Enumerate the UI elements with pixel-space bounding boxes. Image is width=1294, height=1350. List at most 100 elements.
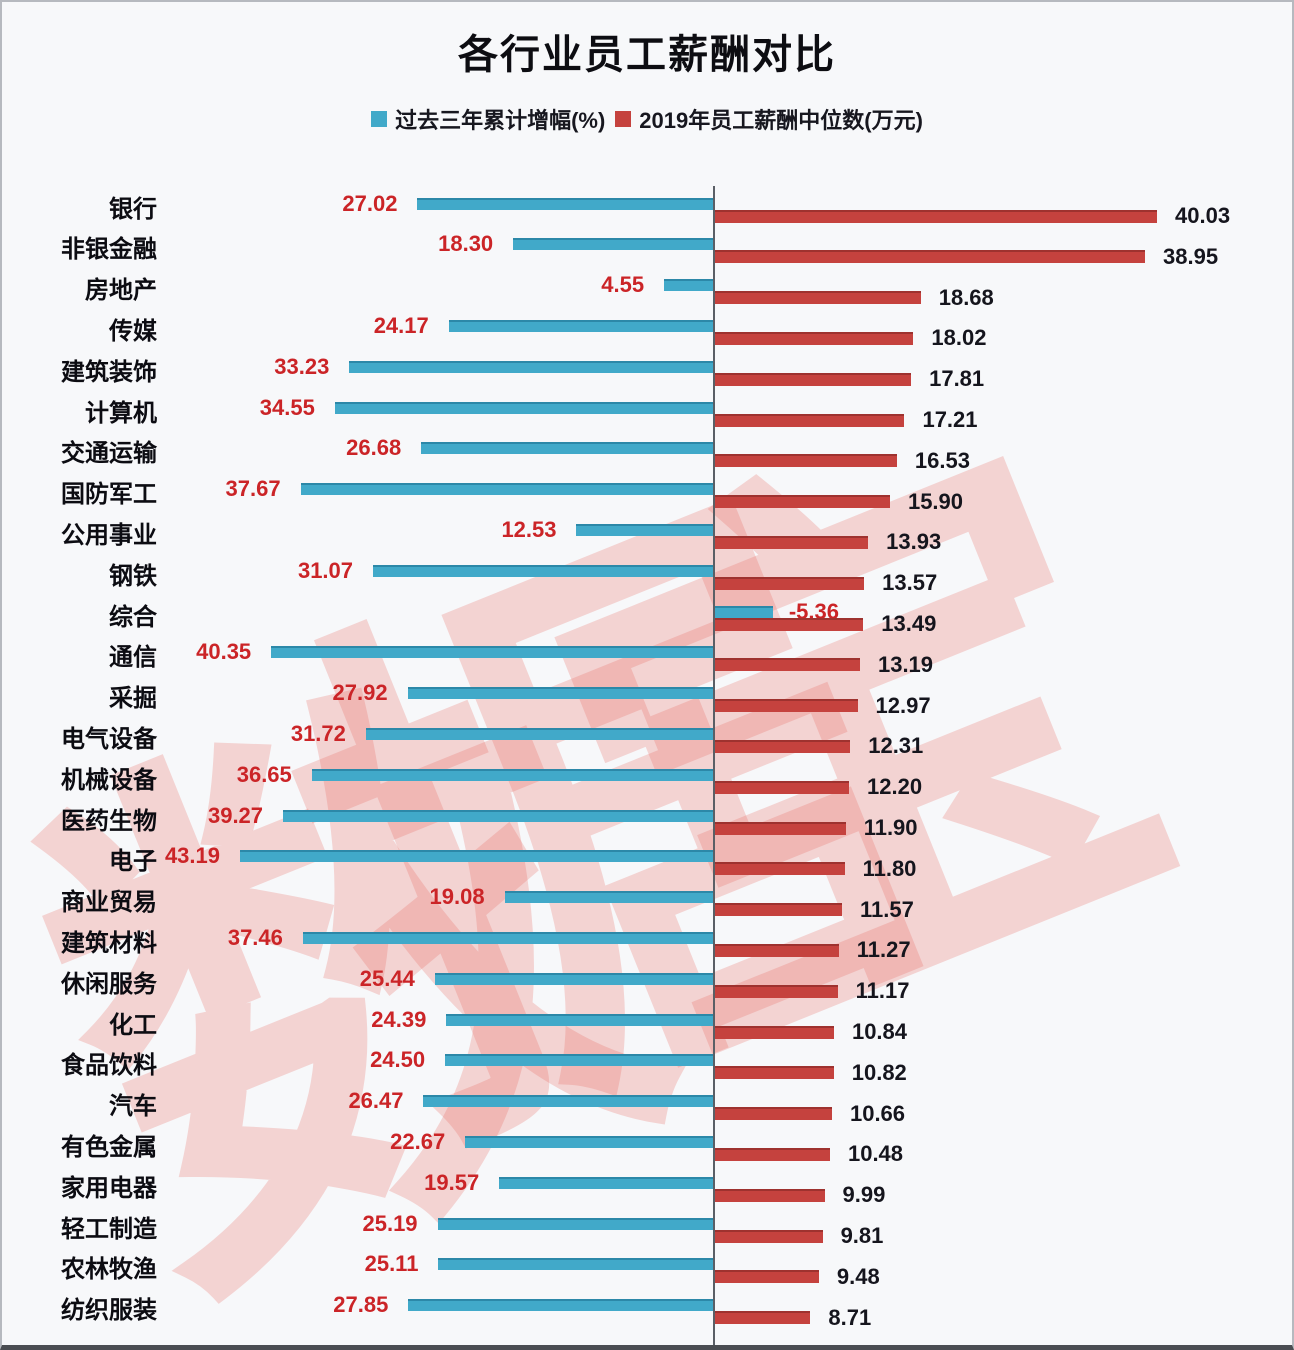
growth-bar: [465, 1135, 714, 1148]
median-value-label: 10.84: [851, 1019, 908, 1044]
growth-value-label: 31.72: [290, 720, 346, 746]
growth-value-label: 27.85: [333, 1292, 389, 1318]
median-value-label: 10.82: [851, 1059, 907, 1085]
category-label: 计算机: [85, 399, 157, 427]
legend-item-growth: 过去三年累计增幅(%): [371, 103, 605, 135]
median-bar: [714, 658, 860, 672]
growth-value-label: 24.17: [373, 312, 429, 338]
growth-bar: [513, 238, 714, 251]
growth-bar: [664, 279, 714, 292]
median-value-label: 13.49: [881, 611, 937, 636]
legend-median-swatch-icon: [615, 111, 632, 127]
category-label: 公用事业: [61, 521, 157, 549]
median-value-label: 17.21: [922, 407, 978, 432]
growth-bar: [437, 1217, 714, 1230]
median-bar: [714, 495, 890, 509]
category-label: 化工: [109, 1011, 157, 1039]
median-bar: [714, 984, 838, 998]
growth-bar: [446, 1013, 714, 1026]
growth-value-label: 33.23: [274, 353, 330, 379]
category-label: 电子: [109, 848, 157, 876]
category-label: 建筑材料: [61, 929, 157, 957]
growth-bar: [365, 727, 714, 740]
median-bar: [714, 1311, 811, 1325]
growth-value-label: 12.53: [501, 516, 557, 542]
category-label: 通信: [109, 644, 157, 672]
median-bar: [714, 699, 858, 713]
growth-bar: [300, 483, 714, 496]
growth-value-label: 24.50: [370, 1047, 426, 1073]
median-value-label: 40.03: [1175, 203, 1231, 228]
center-axis-line: [713, 186, 715, 1345]
growth-value-label: 25.19: [362, 1210, 418, 1236]
category-label: 银行: [109, 195, 157, 223]
median-value-label: 11.57: [860, 896, 914, 922]
median-value-label: 38.95: [1163, 243, 1219, 269]
growth-bar: [240, 850, 714, 863]
median-value-label: 13.93: [886, 529, 942, 555]
median-value-label: 11.17: [855, 978, 910, 1004]
median-value-label: 18.02: [931, 325, 987, 351]
growth-value-label: 19.57: [424, 1169, 480, 1195]
growth-bar: [302, 931, 714, 944]
growth-value-label: 37.46: [227, 924, 283, 950]
median-bar: [714, 780, 849, 794]
chart-title: 各行业员工薪酬对比: [458, 33, 836, 77]
legend-item-median: 2019年员工薪酬中位数(万元): [615, 103, 923, 135]
growth-value-label: 19.08: [429, 884, 485, 910]
median-value-label: 18.68: [938, 284, 994, 310]
growth-value-label: 37.67: [225, 476, 281, 502]
growth-bar: [421, 442, 714, 455]
growth-bar: [311, 768, 714, 781]
growth-bar: [576, 523, 714, 536]
median-value-label: 9.48: [836, 1263, 880, 1289]
growth-bar: [271, 646, 714, 659]
category-label: 建筑装饰: [61, 358, 157, 386]
growth-value-label: 4.55: [601, 272, 645, 298]
category-label: 汽车: [109, 1093, 157, 1121]
category-label: 农林牧渔: [61, 1256, 157, 1284]
median-bar: [714, 1147, 830, 1161]
category-label: 纺织服装: [61, 1297, 157, 1325]
category-label: 传媒: [109, 317, 157, 345]
category-label: 食品饮料: [61, 1052, 157, 1080]
growth-value-label: 31.07: [297, 557, 354, 583]
category-label: 医药生物: [61, 807, 157, 835]
growth-value-label: 39.27: [207, 802, 264, 828]
median-bar: [714, 1229, 823, 1243]
growth-bar: [283, 809, 714, 822]
median-value-label: 17.81: [929, 366, 985, 392]
growth-bar: [423, 1095, 714, 1108]
growth-bar: [417, 197, 714, 210]
category-label: 休闲服务: [61, 970, 157, 998]
growth-value-label: -5.36: [788, 598, 839, 624]
median-bar: [714, 617, 864, 631]
median-value-label: 10.48: [847, 1141, 904, 1167]
growth-value-label: 24.39: [371, 1006, 427, 1032]
growth-value-label: 27.02: [342, 190, 398, 216]
median-bar: [714, 250, 1146, 264]
median-bar: [714, 1107, 832, 1121]
median-value-label: 12.20: [867, 774, 923, 800]
median-value-label: 8.71: [828, 1304, 872, 1330]
growth-value-label: 34.55: [259, 394, 315, 420]
growth-bar: [499, 1176, 714, 1189]
growth-value-label: 25.11: [364, 1251, 419, 1277]
category-label: 家用电器: [61, 1174, 157, 1202]
median-value-label: 11.27: [856, 937, 911, 963]
growth-bar: [373, 564, 714, 577]
median-bar: [714, 862, 845, 876]
median-bar: [714, 1188, 825, 1202]
category-label: 房地产: [85, 277, 157, 305]
growth-value-label: 22.67: [390, 1128, 446, 1154]
median-value-label: 16.53: [914, 447, 970, 473]
median-bar: [714, 535, 869, 549]
median-bar: [714, 903, 843, 917]
category-label: 综合: [109, 603, 157, 631]
median-value-label: 12.97: [875, 692, 931, 718]
legend-growth-label: 过去三年累计增幅(%): [395, 108, 606, 133]
growth-bar: [448, 319, 714, 332]
category-label: 钢铁: [109, 562, 157, 590]
median-bar: [714, 1270, 819, 1284]
